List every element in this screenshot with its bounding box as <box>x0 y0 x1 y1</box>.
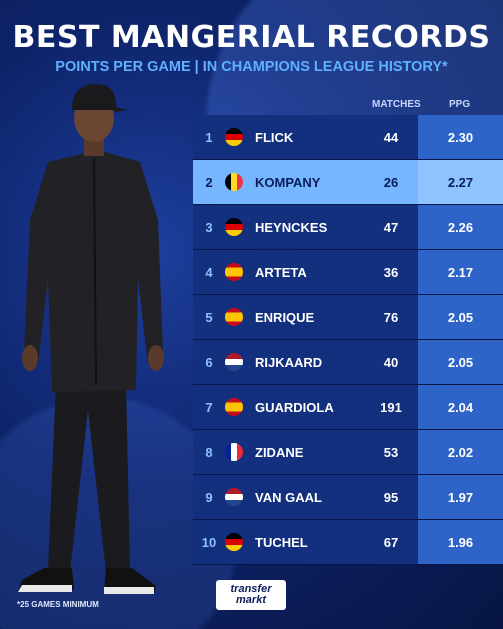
germany-flag-icon <box>225 533 243 551</box>
ppg-value: 2.04 <box>418 385 503 429</box>
footnote: *25 GAMES MINIMUM <box>17 600 99 609</box>
ppg-value: 2.27 <box>418 160 503 204</box>
ppg-column-header: PPG <box>449 99 471 110</box>
matches-value: 76 <box>383 309 399 325</box>
table-row: 10 TUCHEL 67 1.96 <box>193 520 503 565</box>
matches-value: 26 <box>383 174 399 190</box>
transfermarkt-logo: transfer markt <box>216 580 286 610</box>
rank: 9 <box>205 489 213 505</box>
row-main: 2 KOMPANY 26 <box>193 160 418 204</box>
rank: 2 <box>205 174 213 190</box>
germany-flag-icon <box>225 218 243 236</box>
rank: 6 <box>205 354 213 370</box>
matches-value: 95 <box>383 489 399 505</box>
row-main: 4 ARTETA 36 <box>193 250 418 294</box>
table-row: 6 RIJKAARD 40 2.05 <box>193 340 503 385</box>
coach-name: VAN GAAL <box>255 489 322 505</box>
coach-photo <box>18 84 164 594</box>
coach-name: TUCHEL <box>255 534 308 550</box>
coach-name: HEYNCKES <box>255 219 328 235</box>
matches-value: 44 <box>383 129 399 145</box>
table-row: 7 GUARDIOLA 191 2.04 <box>193 385 503 430</box>
belgium-flag-icon <box>225 173 243 191</box>
germany-flag-icon <box>225 128 243 146</box>
spain-flag-icon <box>225 398 243 416</box>
rank: 4 <box>205 264 213 280</box>
ppg-value: 2.17 <box>418 250 503 294</box>
rank: 5 <box>205 309 213 325</box>
netherlands-flag-icon <box>225 488 243 506</box>
netherlands-flag-icon <box>225 353 243 371</box>
ppg-value: 2.05 <box>418 295 503 339</box>
ranking-table: 1 FLICK 44 2.30 2 KOMPANY 26 2.27 3 HEYNCKES 47 2.2… <box>193 115 503 565</box>
spain-flag-icon <box>225 263 243 281</box>
ppg-value: 2.02 <box>418 430 503 474</box>
rank: 7 <box>205 399 213 415</box>
rank: 8 <box>205 444 213 460</box>
row-main: 8 ZIDANE 53 <box>193 430 418 474</box>
logo-line1: transfer <box>230 583 272 595</box>
coach-name: FLICK <box>255 129 294 145</box>
coach-name: ZIDANE <box>255 444 304 460</box>
rank: 1 <box>205 129 213 145</box>
ppg-value: 2.26 <box>418 205 503 249</box>
matches-value: 40 <box>383 354 399 370</box>
table-row: 1 FLICK 44 2.30 <box>193 115 503 160</box>
rank: 10 <box>201 534 217 550</box>
france-flag-icon <box>225 443 243 461</box>
table-row: 9 VAN GAAL 95 1.97 <box>193 475 503 520</box>
spain-flag-icon <box>225 308 243 326</box>
row-main: 6 RIJKAARD 40 <box>193 340 418 384</box>
coach-name: GUARDIOLA <box>255 399 334 415</box>
page-subtitle: POINTS PER GAME | IN CHAMPIONS LEAGUE HI… <box>55 59 448 75</box>
matches-value: 67 <box>383 534 399 550</box>
row-main: 9 VAN GAAL 95 <box>193 475 418 519</box>
row-main: 7 GUARDIOLA 191 <box>193 385 418 429</box>
table-row: 4 ARTETA 36 2.17 <box>193 250 503 295</box>
matches-value: 53 <box>383 444 399 460</box>
ppg-value: 2.05 <box>418 340 503 384</box>
ppg-value: 1.97 <box>418 475 503 519</box>
matches-value: 191 <box>380 399 402 415</box>
table-row: 3 HEYNCKES 47 2.26 <box>193 205 503 250</box>
coach-name: ENRIQUE <box>255 309 315 325</box>
ppg-value: 1.96 <box>418 520 503 564</box>
logo-line2: markt <box>236 594 266 606</box>
matches-value: 36 <box>383 264 399 280</box>
coach-name: ARTETA <box>255 264 307 280</box>
coach-name: RIJKAARD <box>255 354 323 370</box>
ppg-value: 2.30 <box>418 115 503 159</box>
table-row: 8 ZIDANE 53 2.02 <box>193 430 503 475</box>
matches-column-header: MATCHES <box>372 99 421 110</box>
row-main: 5 ENRIQUE 76 <box>193 295 418 339</box>
row-main: 3 HEYNCKES 47 <box>193 205 418 249</box>
row-main: 10 TUCHEL 67 <box>193 520 418 564</box>
rank: 3 <box>205 219 213 235</box>
coach-name: KOMPANY <box>255 174 321 190</box>
table-row: 5 ENRIQUE 76 2.05 <box>193 295 503 340</box>
matches-value: 47 <box>383 219 399 235</box>
table-row: 2 KOMPANY 26 2.27 <box>193 160 503 205</box>
row-main: 1 FLICK 44 <box>193 115 418 159</box>
page-title: BEST MANGERIAL RECORDS <box>12 20 491 55</box>
